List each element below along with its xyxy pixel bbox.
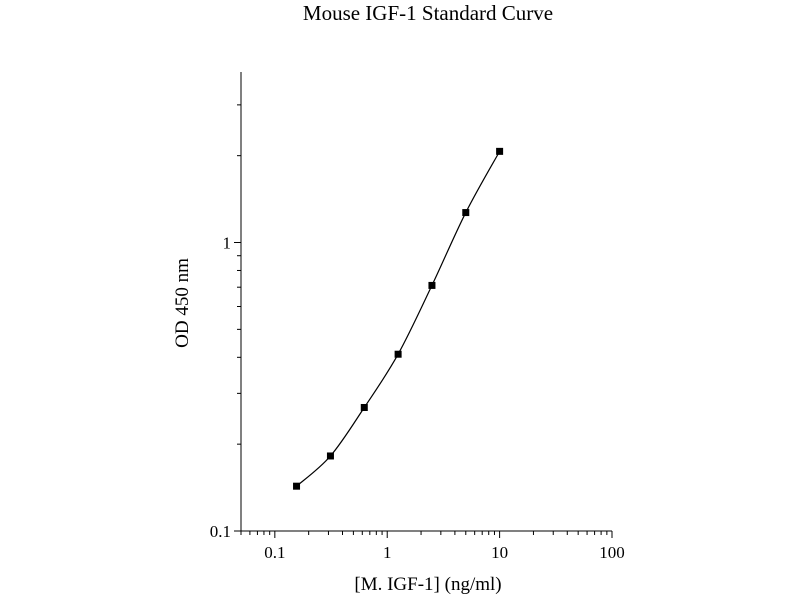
axes	[240, 72, 612, 532]
x-tick-label: 0.1	[264, 543, 285, 562]
data-point	[496, 147, 504, 155]
x-axis-label: [M. IGF-1] (ng/ml)	[354, 574, 501, 595]
chart-title: Mouse IGF-1 Standard Curve	[303, 1, 553, 25]
data-point	[360, 403, 368, 411]
x-tick-label: 10	[491, 543, 508, 562]
data-point	[428, 281, 436, 289]
data-point	[293, 482, 301, 490]
data-point	[326, 452, 334, 460]
data-point	[462, 209, 470, 217]
x-tick-label: 1	[383, 543, 392, 562]
y-axis-label: OD 450 nm	[172, 258, 193, 348]
x-tick-label: 100	[599, 543, 625, 562]
y-tick-label: 1	[223, 234, 232, 253]
fitted-curve	[296, 151, 501, 487]
data-points	[293, 147, 504, 490]
y-tick-label: 0.1	[210, 522, 231, 541]
data-point	[394, 350, 402, 358]
axis-ticks: 0.1 1 10 100 0.1 1	[210, 104, 625, 562]
